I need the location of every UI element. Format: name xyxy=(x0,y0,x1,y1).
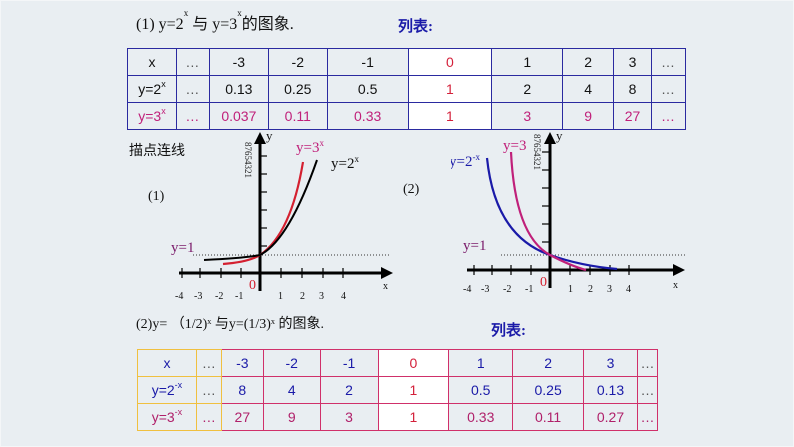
svg-text:-4: -4 xyxy=(175,291,183,302)
svg-text:-4: -4 xyxy=(463,284,471,295)
svg-text:2: 2 xyxy=(300,291,305,302)
row-label: x xyxy=(137,349,197,377)
part1-list-label: 列表: xyxy=(398,19,433,35)
svg-text:-2: -2 xyxy=(215,291,223,302)
svg-text:0: 0 xyxy=(540,275,547,290)
svg-text:x: x xyxy=(673,280,678,291)
svg-text:-3: -3 xyxy=(481,284,489,295)
svg-text:y=3: y=3 xyxy=(503,138,526,154)
curve-y3x xyxy=(222,161,305,266)
table-row: y=2-x … 8 4 2 1 0.5 0.25 0.13 … xyxy=(137,376,659,404)
row-label: y=3x xyxy=(127,102,177,130)
curve-y3-negx xyxy=(509,151,587,272)
graph1-growth: 87654321 y x 0 -4 -3 -2 -1 1 2 3 4 y=3x y=2x… xyxy=(171,128,393,302)
table-row: x … -3 -2 -1 0 1 2 3 … xyxy=(137,349,659,377)
table-exponential-growth: x … -3 -2 -1 0 1 2 3 … y=2x … 0.13 0.25 … xyxy=(127,48,687,130)
svg-text:y=2-x: y=2-x xyxy=(451,152,480,170)
table-row: x … -3 -2 -1 0 1 2 3 … xyxy=(127,48,687,76)
svg-text:y: y xyxy=(266,128,273,143)
part1-title: (1) y=2x 与 y=3x的图象. xyxy=(136,8,294,33)
table-row: y=2x … 0.13 0.25 0.5 1 2 4 8 … xyxy=(127,75,687,103)
svg-text:0: 0 xyxy=(249,278,256,293)
svg-text:3: 3 xyxy=(607,284,612,295)
row-label: x xyxy=(127,48,177,76)
curve-y2x xyxy=(203,159,318,261)
row-label: y=2x xyxy=(127,75,177,103)
svg-text:y=1: y=1 xyxy=(171,240,194,256)
plot-label: 描点连线 xyxy=(129,144,185,159)
svg-text:87654321: 87654321 xyxy=(532,134,542,170)
graph2-label: (2) xyxy=(403,182,420,197)
svg-text:-1: -1 xyxy=(235,291,243,302)
svg-text:4: 4 xyxy=(626,284,631,295)
svg-text:y: y xyxy=(556,128,563,143)
table-exponential-decay: x … -3 -2 -1 0 1 2 3 … y=2-x … 8 4 2 1 0… xyxy=(137,349,659,431)
svg-text:3: 3 xyxy=(319,291,324,302)
svg-text:y=3x: y=3x xyxy=(296,138,324,156)
curve-y2-negx xyxy=(485,157,618,271)
svg-text:1: 1 xyxy=(568,284,573,295)
svg-text:4: 4 xyxy=(341,291,346,302)
svg-text:y=2x: y=2x xyxy=(331,154,359,172)
svg-text:y=1: y=1 xyxy=(463,238,486,254)
graph1-label: (1) xyxy=(148,189,165,204)
svg-text:-2: -2 xyxy=(503,284,511,295)
row-label: y=2-x xyxy=(137,376,197,404)
part2-title: (2)y= （1/2)ˣ 与y=(1/3)ˣ 的图象. xyxy=(136,317,324,332)
svg-text:1: 1 xyxy=(278,291,283,302)
part2-list-label: 列表: xyxy=(491,323,526,339)
svg-text:-3: -3 xyxy=(194,291,202,302)
svg-text:x: x xyxy=(383,281,388,292)
table-row: y=3x … 0.037 0.11 0.33 1 3 9 27 … xyxy=(127,102,687,130)
svg-text:-1: -1 xyxy=(525,284,533,295)
svg-text:2: 2 xyxy=(588,284,593,295)
y-tick-digits: 87654321 xyxy=(243,142,253,178)
table-row: y=3-x … 27 9 3 1 0.33 0.11 0.27 … xyxy=(137,403,659,431)
row-label: y=3-x xyxy=(137,403,197,431)
graph2-decay: 87654321 y x 0 -4 -3 -2 -1 1 2 3 4 y=2-x y=3… xyxy=(451,128,687,295)
